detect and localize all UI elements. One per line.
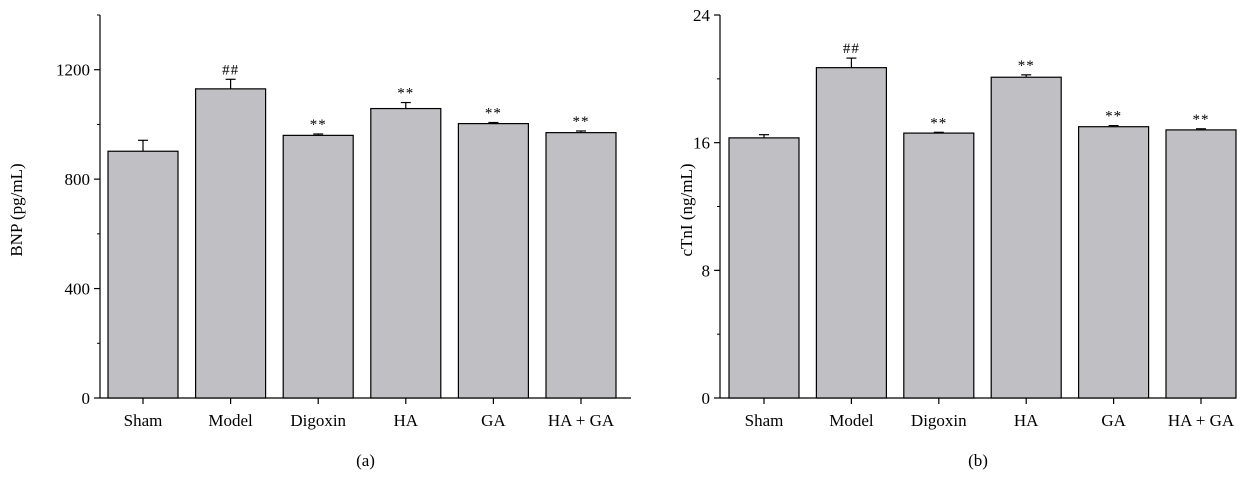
category-label: Digoxin xyxy=(911,411,967,430)
bar xyxy=(282,134,354,399)
significance-label: ** xyxy=(1018,58,1035,74)
category-label: Sham xyxy=(745,411,784,430)
bar xyxy=(107,150,179,399)
category-label: Model xyxy=(829,411,874,430)
y-tick-label: 8 xyxy=(702,261,711,280)
panel-label: (b) xyxy=(968,451,988,470)
y-tick-label: 800 xyxy=(65,170,91,189)
bar xyxy=(990,76,1062,399)
panel-b: 0 8 16 24 cTnI (ng/mL) Sham ## Model ** Digoxin **… xyxy=(677,6,1237,470)
category-label: GA xyxy=(481,411,506,430)
significance-label: ** xyxy=(930,115,947,131)
y-tick-label: 16 xyxy=(693,134,710,153)
panel-a: 0 400 800 1200 BNP (pg/mL) Sham ## Model ** Digox… xyxy=(7,14,631,470)
bar xyxy=(370,107,442,399)
bar xyxy=(195,88,267,399)
category-label: HA xyxy=(1014,411,1039,430)
bar xyxy=(815,67,888,399)
bar xyxy=(1077,126,1150,399)
significance-label: ** xyxy=(397,86,414,102)
y-axis-label: cTnI (ng/mL) xyxy=(677,164,696,257)
y-tick-label: 400 xyxy=(65,280,91,299)
y-tick-label: 0 xyxy=(702,389,711,408)
category-label: HA + GA xyxy=(1168,411,1235,430)
bar xyxy=(903,132,975,399)
category-label: HA + GA xyxy=(548,411,615,430)
significance-label: ** xyxy=(310,117,327,133)
y-tick-label: 24 xyxy=(693,6,711,25)
bar xyxy=(457,123,529,399)
significance-label: ## xyxy=(843,41,860,57)
significance-label: ## xyxy=(222,62,239,78)
significance-label: ** xyxy=(485,106,502,122)
bar xyxy=(728,137,800,399)
category-label: Sham xyxy=(124,411,163,430)
category-label: HA xyxy=(394,411,419,430)
bar xyxy=(1165,129,1237,399)
panel-label: (a) xyxy=(356,451,375,470)
y-tick-label: 1200 xyxy=(56,61,90,80)
significance-label: ** xyxy=(573,114,590,130)
category-label: Model xyxy=(208,411,253,430)
significance-label: ** xyxy=(1193,112,1210,128)
category-label: Digoxin xyxy=(290,411,346,430)
bar xyxy=(545,132,617,399)
y-tick-label: 0 xyxy=(82,389,91,408)
category-label: GA xyxy=(1101,411,1126,430)
significance-label: ** xyxy=(1105,109,1122,125)
y-axis-label: BNP (pg/mL) xyxy=(7,163,26,256)
